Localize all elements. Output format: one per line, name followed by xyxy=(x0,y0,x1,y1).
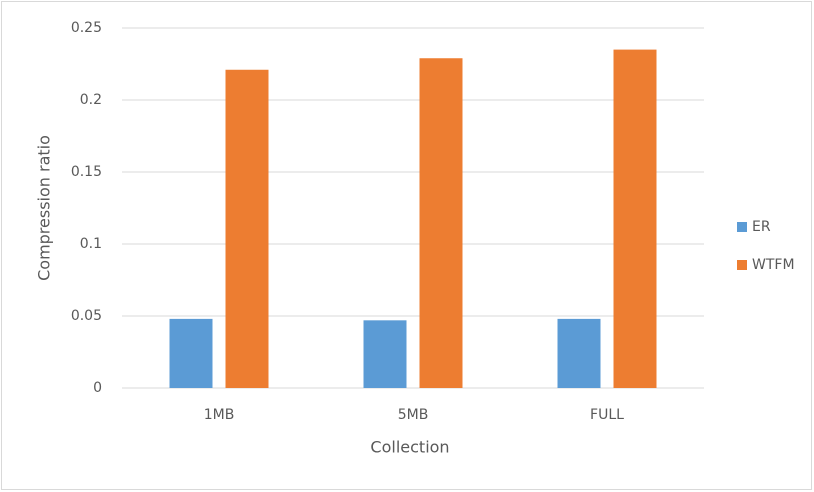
legend-swatch xyxy=(737,222,747,232)
bar xyxy=(613,49,657,388)
bar xyxy=(557,318,601,388)
x-tick-label: FULL xyxy=(590,407,624,423)
legend-swatch xyxy=(737,260,747,270)
legend-label: ER xyxy=(752,219,771,235)
y-tick-label: 0 xyxy=(93,380,102,396)
bar xyxy=(169,318,213,388)
y-tick-label: 0.1 xyxy=(80,236,102,252)
x-tick-label: 5MB xyxy=(398,407,429,423)
y-tick-label: 0.2 xyxy=(80,92,102,108)
bar xyxy=(419,58,463,389)
legend-label: WTFM xyxy=(752,257,795,273)
x-tick-label: 1MB xyxy=(204,407,235,423)
y-tick-label: 0.05 xyxy=(71,308,102,324)
bar xyxy=(363,320,407,388)
y-tick-label: 0.15 xyxy=(71,164,102,180)
x-axis-label: Collection xyxy=(370,438,449,457)
y-tick-label: 0.25 xyxy=(71,20,102,36)
y-axis-label: Compression ratio xyxy=(35,135,54,281)
bar xyxy=(225,69,269,388)
